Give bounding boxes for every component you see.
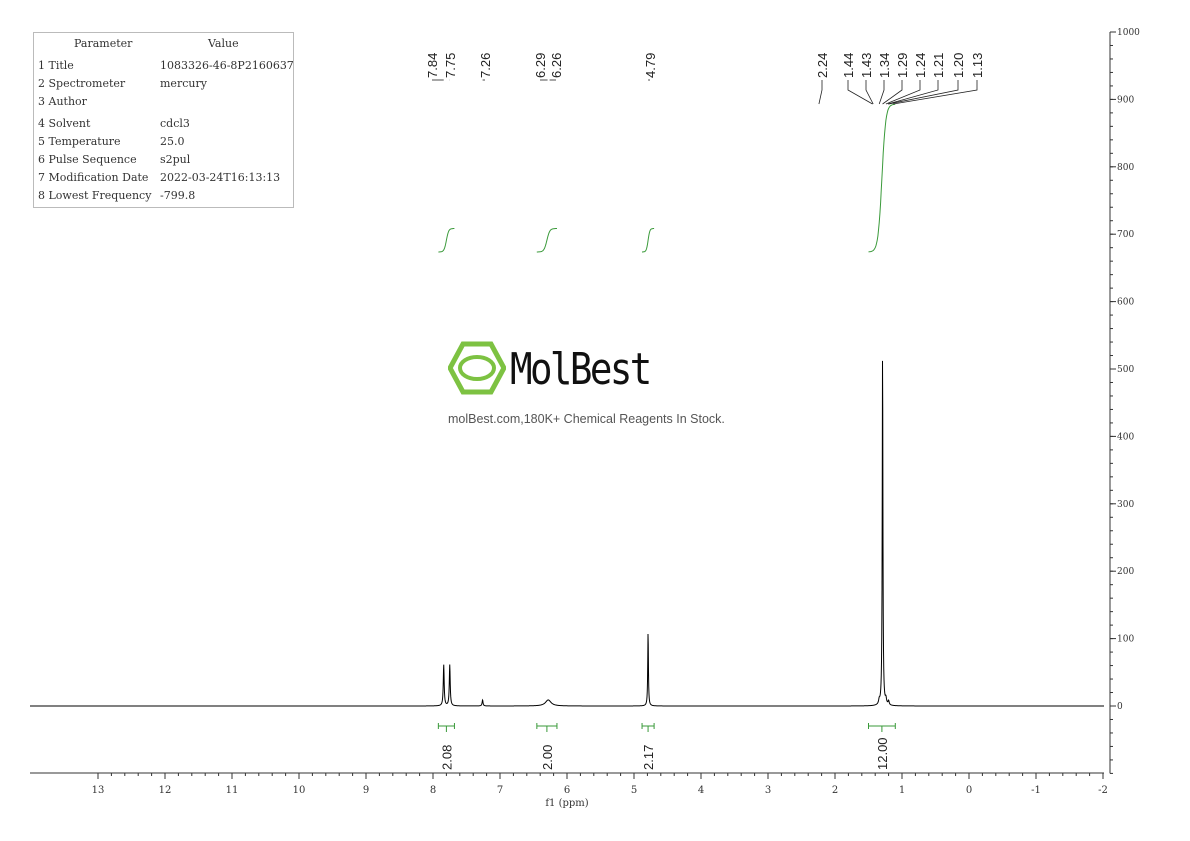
y-tick-label: 200 — [1117, 567, 1134, 577]
param-name: 6 Pulse Sequence — [38, 153, 137, 166]
x-tick-label: 3 — [765, 785, 771, 796]
peak-label-connector — [878, 80, 885, 105]
x-tick-label: 2 — [832, 785, 838, 796]
y-tick-label: 400 — [1117, 432, 1134, 442]
param-value: -799.8 — [160, 189, 196, 202]
logo-text: MolBest — [510, 344, 652, 395]
peak-label: 7.84 — [425, 53, 440, 78]
y-tick-label: 600 — [1117, 298, 1134, 308]
x-tick-label: 11 — [226, 785, 239, 796]
peak-label: 7.75 — [443, 53, 458, 78]
integral-value: 12.00 — [875, 737, 890, 770]
integral-curve — [438, 228, 455, 253]
x-tick-label: 13 — [92, 785, 105, 796]
spectrum-line — [30, 360, 1104, 707]
peak-label: 1.21 — [931, 53, 946, 78]
param-header-value: Value — [208, 37, 239, 50]
param-name: 1 Title — [38, 59, 74, 72]
logo-tagline: molBest.com,180K+ Chemical Reagents In S… — [448, 412, 725, 426]
peak-label-connector — [818, 80, 823, 105]
param-value: cdcl3 — [160, 117, 190, 130]
peak-label: 2.24 — [815, 53, 830, 78]
param-name: 4 Solvent — [38, 117, 91, 130]
x-axis-label: f1 (ppm) — [545, 798, 588, 809]
x-tick-label: -2 — [1098, 785, 1108, 796]
integral-curve — [536, 228, 557, 253]
peak-label-connector — [885, 80, 921, 105]
integral-bracket — [437, 723, 455, 732]
x-tick-label: 9 — [363, 785, 369, 796]
peak-label-connector — [847, 80, 873, 105]
peak-label: 1.20 — [951, 53, 966, 78]
y-tick-label: 0 — [1117, 702, 1123, 712]
peak-label-connector — [887, 80, 939, 105]
y-tick-label: 900 — [1117, 95, 1134, 105]
peak-label: 1.34 — [877, 53, 892, 78]
peak-label: 1.43 — [859, 53, 874, 78]
x-tick-label: 0 — [966, 785, 972, 796]
x-tick-label: 10 — [293, 785, 306, 796]
integral-value: 2.17 — [641, 745, 656, 770]
x-tick-label: 8 — [430, 785, 436, 796]
peak-label-connector — [888, 80, 959, 105]
y-tick-label: 500 — [1117, 365, 1134, 375]
molbest-watermark: MolBest molBest.com,180K+ Chemical Reage… — [447, 340, 748, 426]
peak-label: 4.79 — [643, 53, 658, 78]
param-header-parameter: Parameter — [74, 37, 133, 50]
param-name: 7 Modification Date — [38, 171, 149, 184]
integral-curve — [642, 228, 655, 253]
peak-label-connector — [882, 80, 903, 105]
integral-bracket — [536, 723, 558, 732]
y-tick-label: 800 — [1117, 163, 1134, 173]
peak-label: 6.26 — [549, 53, 564, 78]
parameter-table: Parameter Value 1 Title 1083326-46-8P216… — [33, 32, 294, 208]
peak-label: 1.29 — [895, 53, 910, 78]
peak-label: 6.29 — [533, 53, 548, 78]
x-tick-label: 7 — [497, 785, 503, 796]
integral-curve — [868, 103, 896, 253]
param-name: 3 Author — [38, 95, 87, 108]
x-tick-label: 4 — [698, 785, 704, 796]
integral-bracket — [868, 723, 896, 732]
param-value: s2pul — [160, 153, 191, 166]
peak-label-connector — [865, 80, 874, 105]
peak-label: 1.44 — [841, 53, 856, 78]
integral-value: 2.00 — [540, 745, 555, 770]
param-value: 1083326-46-8P2160637 — [160, 59, 294, 72]
param-value: mercury — [160, 77, 207, 90]
benzene-logo-icon — [447, 341, 507, 395]
peak-label: 1.24 — [913, 53, 928, 78]
peak-label: 1.13 — [970, 53, 985, 78]
param-name: 2 Spectrometer — [38, 77, 126, 90]
integral-bracket — [641, 723, 655, 732]
integral-value: 2.08 — [439, 745, 454, 770]
param-value: 25.0 — [160, 135, 185, 148]
y-tick-label: 700 — [1117, 230, 1134, 240]
param-name: 5 Temperature — [38, 135, 121, 148]
param-name: 8 Lowest Frequency — [38, 189, 152, 202]
y-tick-label: 1000 — [1117, 28, 1140, 38]
param-value: 2022-03-24T16:13:13 — [160, 171, 281, 184]
x-tick-label: 1 — [899, 785, 905, 796]
peak-label: 7.26 — [478, 53, 493, 78]
x-tick-label: -1 — [1031, 785, 1041, 796]
x-tick-label: 6 — [564, 785, 570, 796]
x-tick-label: 5 — [631, 785, 637, 796]
y-tick-label: 100 — [1117, 635, 1134, 645]
peak-label-connector — [893, 80, 978, 105]
y-tick-label: 300 — [1117, 500, 1134, 510]
x-tick-label: 12 — [159, 785, 172, 796]
